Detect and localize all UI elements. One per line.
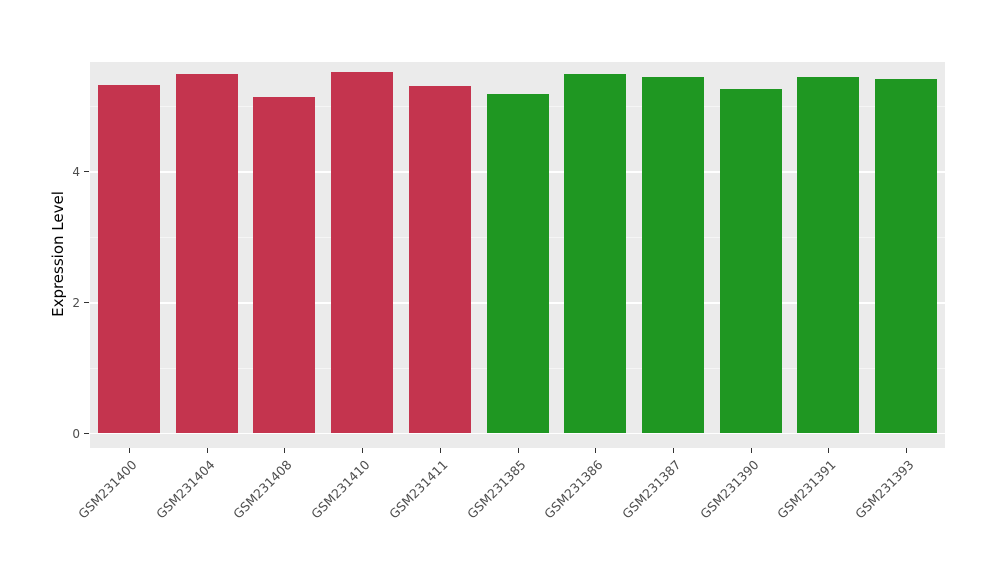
x-tick-mark <box>828 448 830 453</box>
bar-GSM231387 <box>641 77 704 433</box>
y-tick-label: 2 <box>72 295 80 310</box>
x-tick-mark <box>672 448 674 453</box>
x-tick-mark <box>750 448 752 453</box>
bar-GSM231400 <box>97 84 160 433</box>
bar-GSM231404 <box>175 73 238 433</box>
bar-GSM231408 <box>253 96 316 433</box>
x-tick-mark <box>595 448 597 453</box>
bar-GSM231410 <box>331 71 394 433</box>
major-gridline <box>90 433 945 435</box>
bar-GSM231391 <box>797 77 860 433</box>
y-axis-title: Expression Level <box>49 191 67 317</box>
x-tick-mark <box>906 448 908 453</box>
y-tick-label: 4 <box>72 164 80 179</box>
x-tick-mark <box>439 448 441 453</box>
x-tick-mark <box>362 448 364 453</box>
x-tick-mark <box>284 448 286 453</box>
x-tick-mark <box>517 448 519 453</box>
x-tick-mark <box>206 448 208 453</box>
y-tick-mark <box>84 171 89 173</box>
plot-panel <box>90 62 945 448</box>
y-tick-label: 0 <box>72 426 80 441</box>
bar-GSM231390 <box>719 88 782 433</box>
y-tick-mark <box>84 433 89 434</box>
bar-GSM231411 <box>408 85 471 433</box>
bar-GSM231386 <box>564 73 627 433</box>
bar-GSM231393 <box>875 79 938 433</box>
bar-GSM231385 <box>486 94 549 433</box>
x-tick-label-GSM231393: GSM231393 <box>852 457 917 522</box>
y-tick-mark <box>84 302 89 304</box>
x-tick-mark <box>128 448 130 453</box>
